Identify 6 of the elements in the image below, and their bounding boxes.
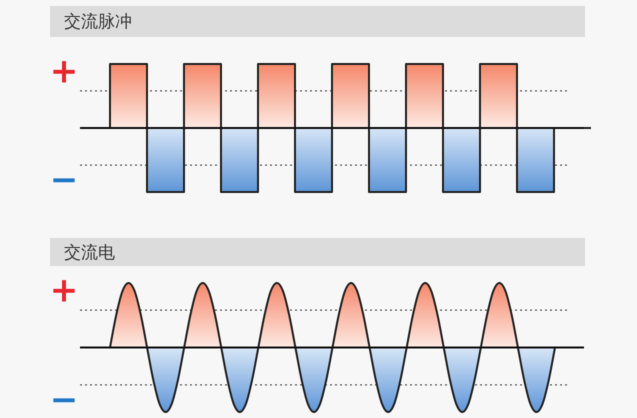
chart-title: 交流脉冲 xyxy=(64,11,132,33)
text: − xyxy=(50,160,78,200)
text: + xyxy=(50,51,78,92)
chart-title: 交流电 xyxy=(64,242,115,264)
text: − xyxy=(50,380,78,418)
text: + xyxy=(50,270,78,311)
